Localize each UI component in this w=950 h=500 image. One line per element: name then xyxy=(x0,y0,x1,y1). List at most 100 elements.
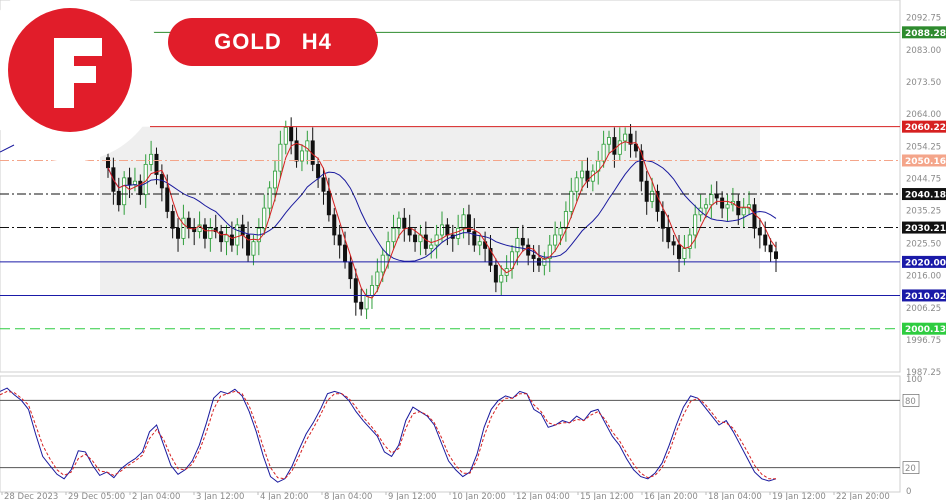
candle-body xyxy=(122,177,127,206)
candle-body xyxy=(741,207,746,216)
candle-body xyxy=(466,214,471,233)
x-tick-label: 2 Jan 04:00 xyxy=(132,492,180,500)
candle-body xyxy=(617,140,622,155)
stoch-y-tick-label: 0 xyxy=(906,487,911,497)
candle-body xyxy=(439,224,444,236)
stoch-level-label-bg xyxy=(902,461,920,474)
candle-body xyxy=(106,157,111,169)
x-tick-label: 19 Jan 12:00 xyxy=(772,492,826,500)
candle-body xyxy=(725,204,730,209)
candle-body xyxy=(639,150,644,182)
candle-body xyxy=(547,244,552,259)
level-label: 2030.21 xyxy=(905,224,946,234)
candle-body xyxy=(396,217,401,229)
stochastic-pane: 100 80 20 0 28 Dec 2023 29 Dec 05:00 2 Jan 04:… xyxy=(0,375,922,500)
x-tick-label: 4 Jan 20:00 xyxy=(260,492,308,500)
ma-fast-line xyxy=(107,141,777,299)
candle-body xyxy=(515,237,520,253)
ma-slow-line xyxy=(107,159,777,262)
candle-body xyxy=(714,194,719,199)
candle-body xyxy=(316,163,321,179)
candle-body xyxy=(246,234,251,256)
y-tick-label: 1996.75 xyxy=(906,336,941,346)
stoch-signal-line xyxy=(0,390,776,480)
candle-body xyxy=(531,254,536,259)
candle-body xyxy=(380,254,385,273)
candle-body xyxy=(364,295,369,310)
candle-body xyxy=(202,224,207,239)
candle-body xyxy=(677,244,682,259)
candle-body xyxy=(660,211,665,229)
candle-body xyxy=(580,170,585,179)
symbol-label: GOLD xyxy=(214,29,282,54)
y-tick-label: 2054.25 xyxy=(906,143,941,153)
candle-body xyxy=(299,150,304,162)
candle-body xyxy=(413,234,418,243)
x-tick-label: 15 Jan 12:00 xyxy=(580,492,634,500)
candle-body xyxy=(520,237,525,246)
candle-body xyxy=(132,180,137,185)
candle-body xyxy=(655,190,660,212)
candle-body xyxy=(294,140,299,162)
candle-body xyxy=(283,127,288,145)
y-tick-label: 2073.50 xyxy=(906,78,941,88)
candle-body xyxy=(262,207,267,229)
candle-body xyxy=(321,177,326,192)
candle-body xyxy=(736,200,741,216)
candle-body xyxy=(693,214,698,236)
candle-body xyxy=(747,204,752,209)
candle-body xyxy=(359,301,364,310)
candle-body xyxy=(644,180,649,202)
candle-body xyxy=(337,234,342,246)
candle-body xyxy=(633,143,638,152)
candle-body xyxy=(278,143,283,172)
level-label-bg xyxy=(902,26,946,39)
candle-body xyxy=(461,214,466,229)
candle-body xyxy=(353,278,358,303)
level-label-bg xyxy=(902,154,946,167)
candle-body xyxy=(375,271,380,286)
candle-body xyxy=(423,234,428,249)
candle-body xyxy=(563,211,568,229)
candle-body xyxy=(709,194,714,206)
candle-body xyxy=(687,234,692,249)
candle-body xyxy=(601,143,606,162)
level-label: 2088.28 xyxy=(905,29,946,39)
candle-body xyxy=(176,227,181,239)
candle-body xyxy=(472,231,477,246)
candle-body xyxy=(229,234,234,246)
candle-body xyxy=(774,251,779,259)
candle-body xyxy=(499,274,504,283)
candle-body xyxy=(402,217,407,229)
candle-body xyxy=(369,285,374,296)
y-tick-label: 2006.25 xyxy=(906,304,941,314)
main-pane-frame xyxy=(0,0,901,373)
y-tick-label: 2044.75 xyxy=(906,175,941,185)
candle-body xyxy=(289,127,294,142)
candle-body xyxy=(493,264,498,283)
level-label-bg xyxy=(902,120,946,133)
candle-body xyxy=(224,234,229,243)
candle-body xyxy=(305,140,310,152)
candle-body xyxy=(553,234,558,246)
level-label: 2050.16 xyxy=(905,157,946,167)
timeframe-label: H4 xyxy=(301,29,332,54)
x-tick-label: 29 Dec 05:00 xyxy=(68,492,125,500)
candle-body xyxy=(623,133,628,142)
candle-body xyxy=(149,153,154,165)
level-label-bg xyxy=(902,289,946,302)
level-label: 2020.00 xyxy=(905,258,946,268)
y-tick-label: 1987.25 xyxy=(906,368,941,378)
candle-body xyxy=(429,244,434,249)
x-tick-label: 28 Dec 2023 xyxy=(4,492,58,500)
x-tick-label: 9 Jan 12:00 xyxy=(388,492,436,500)
stoch-main-line xyxy=(0,387,777,483)
y-tick-label: 2083.00 xyxy=(906,46,941,56)
candle-body xyxy=(607,137,612,145)
level-label: 2000.13 xyxy=(905,325,946,335)
candle-body xyxy=(272,170,277,189)
candle-body xyxy=(213,227,218,233)
stoch-level-label: 20 xyxy=(905,464,916,474)
candle-body xyxy=(235,224,240,246)
candle-body xyxy=(181,217,186,239)
